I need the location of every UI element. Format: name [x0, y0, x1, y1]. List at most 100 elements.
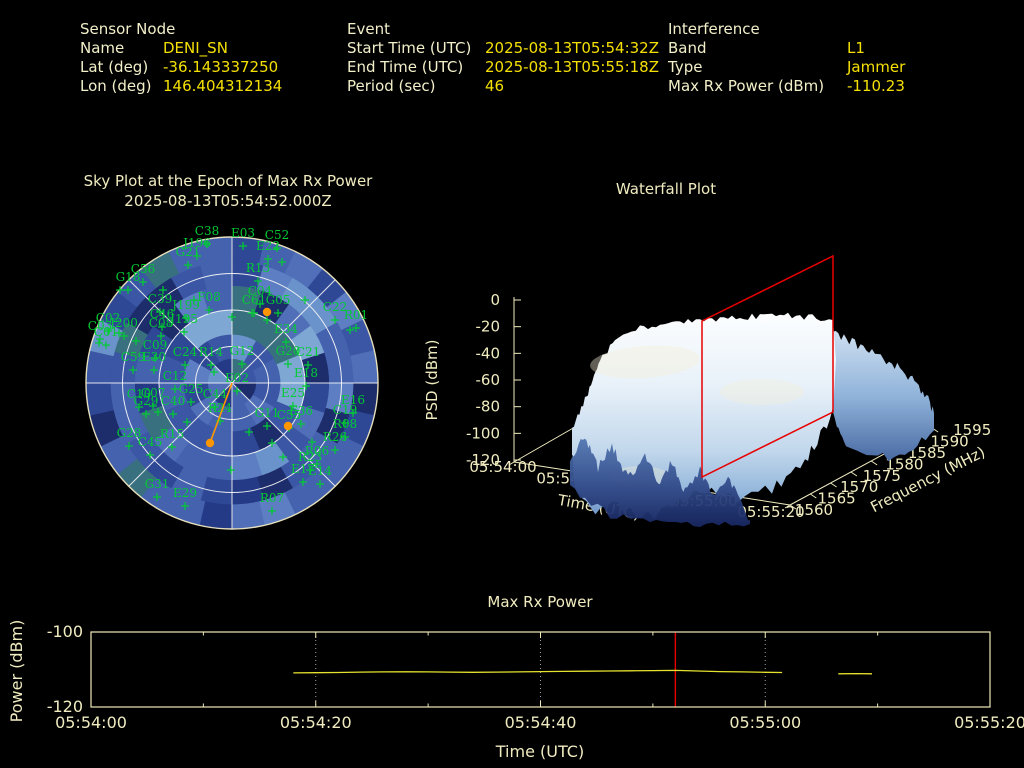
- satellite-marker: [282, 338, 290, 346]
- satellite-marker: [299, 478, 307, 486]
- x-tick-label: 05:55:20: [954, 713, 1024, 732]
- event-period-label: Period (sec): [347, 77, 436, 95]
- interference-type-value: Jammer: [847, 58, 906, 76]
- satellite-label: C03: [88, 319, 112, 333]
- psd-tick-label: -80: [476, 398, 501, 416]
- satellite-marker: [153, 493, 161, 501]
- satellite-marker: [233, 387, 241, 395]
- satellite-label: E30: [142, 350, 166, 364]
- sensor-node-title: Sensor Node: [80, 20, 176, 38]
- event-period-row: Period (sec) 46: [347, 77, 659, 96]
- satellite-label: C55: [277, 408, 301, 422]
- satellite-marker: [239, 242, 247, 250]
- sky-plot-epoch: 2025-08-13T05:54:52.000Z: [124, 192, 331, 210]
- satellite-marker: [238, 360, 246, 368]
- event-start-label: Start Time (UTC): [347, 39, 472, 57]
- satellite-marker: [228, 313, 236, 321]
- satellite-label: R24: [208, 401, 233, 415]
- satellite-label: E29: [173, 486, 197, 500]
- satellite-label: R23: [298, 450, 322, 464]
- satellite-marker: [168, 443, 176, 451]
- satellite-label: G21: [176, 245, 201, 259]
- satellite-marker: [102, 341, 110, 349]
- freq-tick-label: 1590: [931, 433, 969, 451]
- satellite-label: E17: [291, 462, 315, 476]
- satellite-label: R07: [260, 491, 284, 505]
- satellite-label: C04: [248, 284, 273, 298]
- surface-right-ridge: [833, 330, 934, 462]
- satellite-marker: [190, 296, 198, 304]
- satellite-label: C09: [143, 338, 167, 352]
- satellite-marker: [149, 402, 157, 410]
- satellite-label: E34: [274, 322, 298, 336]
- satellite-label: J196: [181, 236, 211, 250]
- satellite-label: E22: [256, 239, 280, 253]
- satellite-label: C08: [149, 316, 173, 330]
- freq-tick: [870, 460, 878, 466]
- satellite-label: C45: [138, 435, 162, 449]
- sky-grid-ring: [122, 273, 342, 493]
- satellite-label: C02: [96, 311, 120, 325]
- event-end-value: 2025-08-13T05:55:18Z: [485, 58, 659, 76]
- satellite-marker: [142, 410, 150, 418]
- surface-foreground-peaks: [570, 438, 750, 527]
- freq-tick: [830, 482, 837, 488]
- satellite-label: C24: [173, 345, 198, 359]
- satellite-label: E25: [281, 386, 305, 400]
- time-tick-label: 05:54:00: [469, 458, 536, 476]
- satellite-marker: [95, 339, 103, 347]
- satellite-marker: [183, 418, 191, 426]
- satellite-marker: [156, 308, 164, 316]
- satellite-marker: [279, 453, 287, 461]
- satellite-marker: [302, 382, 310, 390]
- jammer-markers: [205, 307, 293, 448]
- interference-power-label: Max Rx Power (dBm): [668, 77, 825, 95]
- power-plot-title: Max Rx Power: [487, 593, 593, 611]
- satellite-marker: [341, 433, 349, 441]
- satellite-marker: [96, 335, 104, 343]
- freq-tick-label: 1565: [818, 490, 856, 508]
- satellite-marker: [248, 309, 256, 317]
- satellite-marker: [182, 314, 190, 322]
- sky-heatmap-cell: [85, 382, 114, 416]
- x-tick-label: 05:54:00: [55, 713, 127, 732]
- satellite-label: R06: [305, 444, 329, 458]
- satellite-label: C38: [195, 224, 219, 238]
- satellite-label: C19: [333, 403, 357, 417]
- satellite-label: R26: [323, 430, 347, 444]
- sensor-lat-label: Lat (deg): [80, 58, 149, 76]
- satellite-marker: [313, 460, 321, 468]
- power-series-line: [293, 669, 783, 674]
- interference-panel: Interference Band L1 Type Jammer Max Rx …: [668, 20, 905, 96]
- psd-tick-label: 0: [490, 291, 500, 309]
- satellite-marker: [203, 240, 211, 248]
- satellite-marker: [349, 409, 357, 417]
- satellite-marker: [256, 300, 264, 308]
- satellite-marker: [331, 316, 339, 324]
- jammer-dot: [283, 421, 293, 431]
- satellite-marker: [193, 252, 201, 260]
- satellite-marker: [129, 366, 137, 374]
- jammer-track: [209, 382, 233, 444]
- sky-heatmap-cell: [85, 350, 114, 384]
- satellite-label: C61: [242, 293, 266, 307]
- satellite-label: E18: [294, 366, 318, 380]
- freq-tick: [850, 471, 858, 477]
- interference-band-label: Band: [668, 39, 707, 57]
- satellite-marker: [316, 480, 324, 488]
- satellite-label: J195: [168, 312, 198, 326]
- satellite-marker: [268, 439, 276, 447]
- satellite-marker: [124, 286, 132, 294]
- satellite-marker: [301, 296, 309, 304]
- satellite-marker: [227, 466, 235, 474]
- waterfall-plot: Waterfall Plot PSD (dBm) Time (UTC) Freq…: [423, 180, 991, 527]
- satellite-marker: [211, 403, 219, 411]
- event-title: Event: [347, 20, 390, 38]
- freq-edge-near: [513, 426, 576, 463]
- freq-tick-label: 1560: [795, 501, 833, 519]
- satellite-marker: [268, 507, 276, 515]
- psd-tick-label: -100: [466, 424, 500, 442]
- sensor-lon-label: Lon (deg): [80, 77, 152, 95]
